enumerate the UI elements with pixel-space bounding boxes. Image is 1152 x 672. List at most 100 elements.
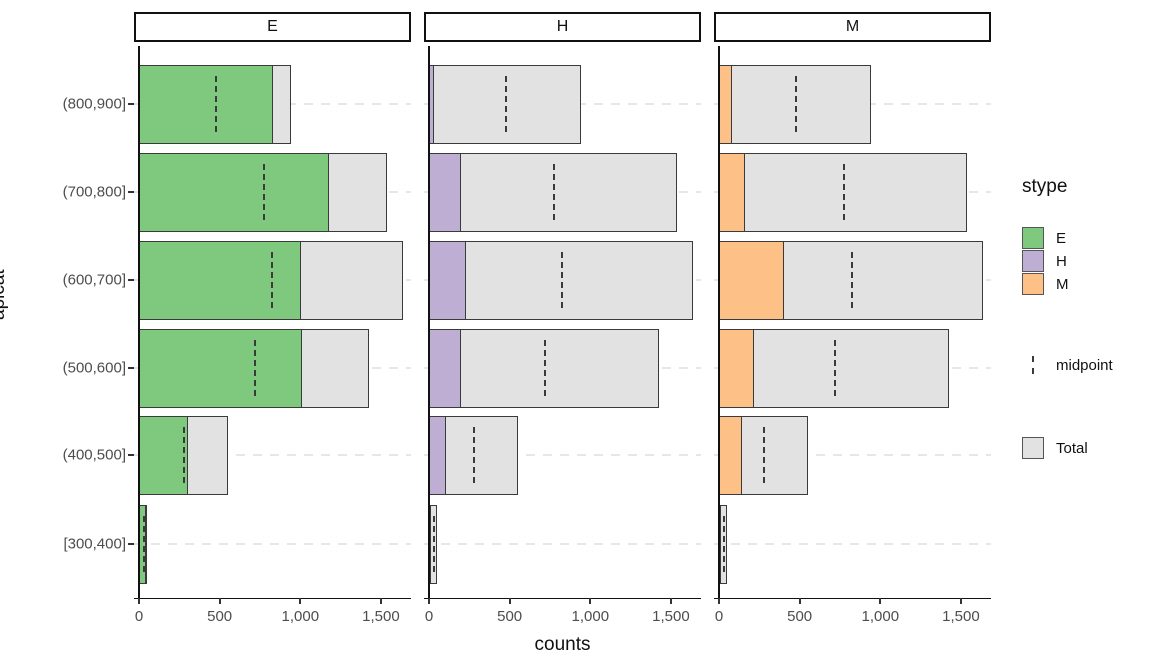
legend-label: Total [1056,439,1088,457]
x-tick-label: 500 [787,608,813,625]
facet-panel-m: 0 500 1,000 1,500 [714,46,991,625]
y-tick [128,367,134,369]
x-tick-label: 1,500 [362,608,400,625]
midpoint-line [183,427,186,483]
y-tick-label: (800,900] [62,95,126,113]
stype-bar-m [719,64,732,144]
x-tick [718,598,720,604]
y-tick [128,103,134,105]
legend-item-midpoint: midpoint [1022,354,1113,376]
stype-bar-m [719,415,742,495]
x-tick [589,598,592,604]
stype-bar-h [429,504,431,584]
midpoint-line [270,252,273,308]
gridline [424,454,701,456]
midpoint-line [142,516,145,572]
x-tick-label: 500 [207,608,233,625]
y-tick-label: [300,400] [63,535,126,553]
y-axis-line [138,46,140,598]
midpoint-line [473,427,476,483]
legend-label: midpoint [1056,356,1113,374]
gridline [134,543,411,545]
midpoint-line [505,76,508,132]
x-tick-label: 1,000 [571,608,610,625]
stype-bar-e [139,152,330,232]
stype-bar-m [719,328,754,408]
stype-bar-m [719,504,721,584]
legend-swatch-e [1022,227,1044,249]
stype-bar-e [139,64,273,144]
x-tick [508,598,511,604]
y-tick-label: (500,600] [62,359,126,377]
x-tick-label: 0 [424,608,434,625]
midpoint-line [432,516,435,572]
x-tick [138,598,140,604]
midpoint-line [850,252,853,308]
x-tick [798,598,801,604]
stype-bar-e [139,328,302,408]
midpoint-line [833,340,836,396]
y-tick [128,279,134,281]
midpoint-line [552,164,555,220]
x-tick [959,598,962,604]
legend-title: stype [1022,176,1068,197]
x-tick-label: 500 [497,608,523,625]
legend-swatch-h [1022,250,1044,272]
x-tick [428,598,430,604]
stype-bar-e [139,504,147,584]
legend-item-m: M [1022,273,1069,295]
gridline [424,543,701,545]
x-tick-label: 0 [134,608,144,625]
midpoint-line [253,340,256,396]
x-tick-label: 1,000 [281,608,320,625]
facet-panel-e: 0 500 1,000 1,500 [134,46,411,625]
x-tick [879,598,882,604]
stype-bar-m [719,240,784,320]
gridline [134,454,411,456]
stype-bar-e [139,240,302,320]
y-tick-label: (700,800] [62,183,126,201]
midpoint-line [795,76,798,132]
midpoint-line [543,340,546,396]
stype-bar-h [429,415,446,495]
x-axis-line [134,597,411,599]
x-tick [218,598,221,604]
x-tick-label: 0 [714,608,724,625]
legend-item-e: E [1022,227,1066,249]
y-tick-label: (400,500] [62,446,126,464]
stype-bar-h [429,64,435,144]
facet-panel-h: 0 500 1,000 1,500 [424,46,701,625]
midpoint-line [722,516,725,572]
midpoint-dash-icon [1022,354,1044,376]
y-axis-title: apicat [0,269,9,320]
facet-strip-e: E [134,12,411,42]
y-tick [128,454,134,456]
legend-label: M [1056,275,1069,293]
y-axis-line [718,46,720,598]
facet-strip-m: M [714,12,991,42]
x-axis-title: counts [534,634,591,655]
midpoint-line [215,76,218,132]
x-tick [299,598,302,604]
x-tick-label: 1,500 [942,608,980,625]
y-tick [128,191,134,193]
legend-swatch-m [1022,273,1044,295]
facet-strip-h: H [424,12,701,42]
x-tick [669,598,672,604]
stype-bar-h [429,328,461,408]
x-tick [379,598,382,604]
legend-label: H [1056,252,1067,270]
stype-bar-e [139,415,188,495]
stype-bar-m [719,152,745,232]
y-tick-label: (600,700] [62,271,126,289]
legend-swatch-total [1022,437,1044,459]
x-tick-label: 1,500 [652,608,690,625]
legend-label: E [1056,229,1067,247]
y-tick [128,543,134,545]
legend-item-total: Total [1022,437,1088,459]
gridline [714,454,991,456]
gridline [714,543,991,545]
midpoint-line [842,164,845,220]
midpoint-line [262,164,265,220]
